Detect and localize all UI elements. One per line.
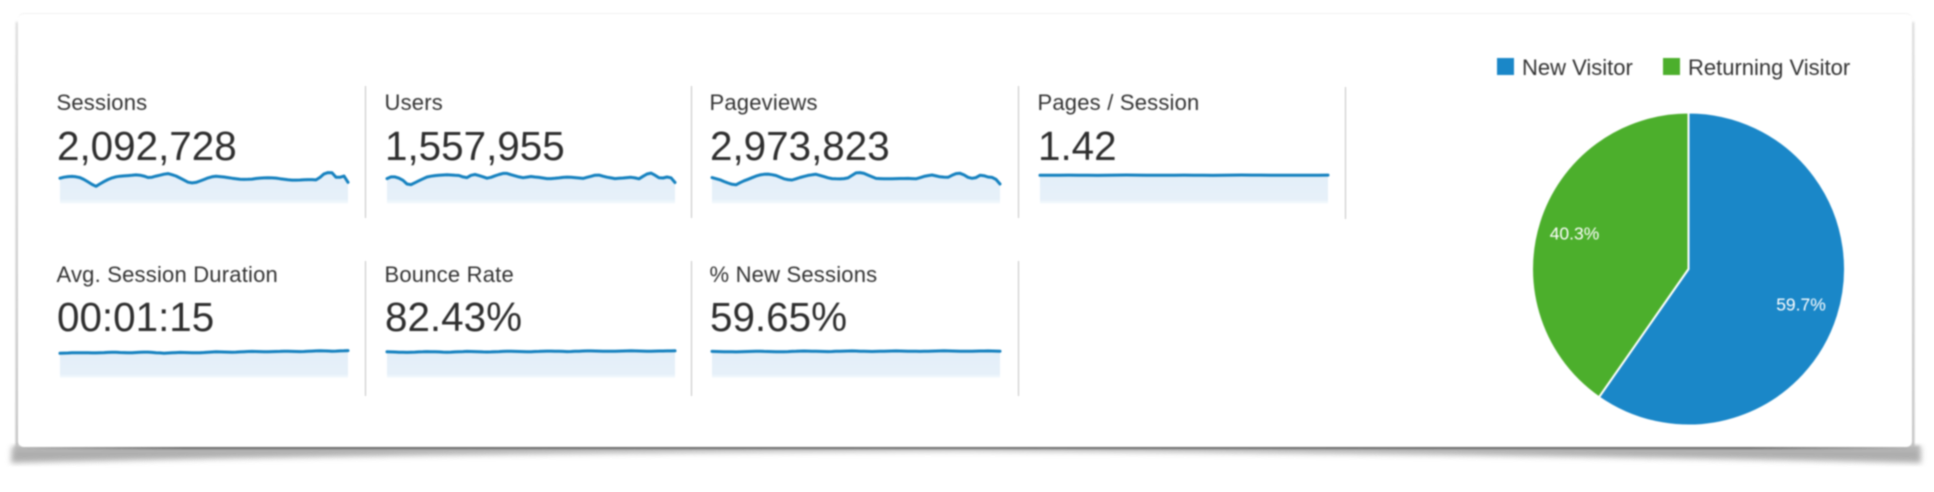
svg-text:40.3%: 40.3% [1550,224,1600,244]
svg-text:59.7%: 59.7% [1776,295,1826,315]
